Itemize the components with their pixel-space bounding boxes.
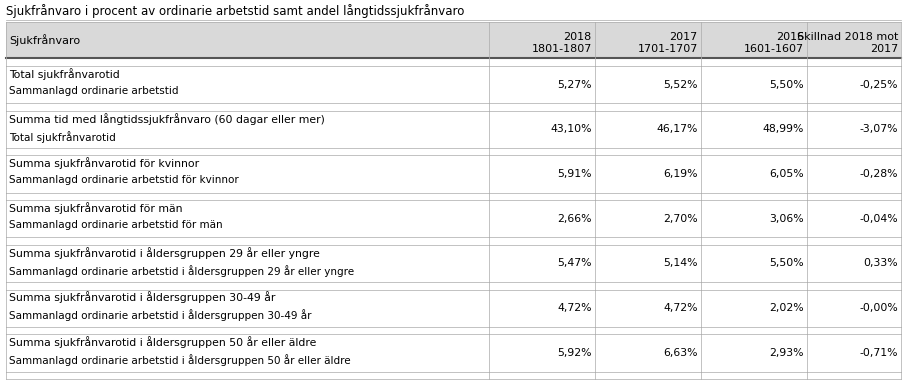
Text: 43,10%: 43,10%: [551, 124, 591, 134]
Bar: [6, 245, 901, 282]
Text: 5,47%: 5,47%: [557, 259, 591, 268]
Text: Sammanlagd ordinarie arbetstid i åldersgruppen 29 år eller yngre: Sammanlagd ordinarie arbetstid i åldersg…: [9, 265, 354, 277]
Text: 2,66%: 2,66%: [557, 214, 591, 224]
Text: -0,28%: -0,28%: [860, 169, 898, 179]
Bar: [6, 237, 901, 245]
Text: -0,04%: -0,04%: [859, 214, 898, 224]
Text: Summa sjukfrånvarotid för kvinnor: Summa sjukfrånvarotid för kvinnor: [9, 157, 200, 169]
Text: 5,52%: 5,52%: [663, 80, 697, 90]
Bar: [6, 327, 901, 334]
Text: -0,00%: -0,00%: [859, 303, 898, 313]
Text: 5,27%: 5,27%: [557, 80, 591, 90]
Bar: [6, 66, 901, 103]
Text: 5,50%: 5,50%: [769, 80, 804, 90]
Bar: [6, 22, 901, 58]
Text: 3,06%: 3,06%: [769, 214, 804, 224]
Text: 4,72%: 4,72%: [663, 303, 697, 313]
Text: Sjukfrånvaro i procent av ordinarie arbetstid samt andel långtidssjukfrånvaro: Sjukfrånvaro i procent av ordinarie arbe…: [6, 4, 464, 18]
Text: 46,17%: 46,17%: [657, 124, 697, 134]
Text: 2017: 2017: [669, 32, 697, 42]
Text: Sammanlagd ordinarie arbetstid i åldersgruppen 50 år eller äldre: Sammanlagd ordinarie arbetstid i åldersg…: [9, 354, 351, 366]
Text: 1601-1607: 1601-1607: [744, 44, 804, 54]
Text: Total sjukfrånvarotid: Total sjukfrånvarotid: [9, 131, 116, 142]
Text: Skillnad 2018 mot: Skillnad 2018 mot: [796, 32, 898, 42]
Text: 2,70%: 2,70%: [663, 214, 697, 224]
Text: Sammanlagd ordinarie arbetstid för män: Sammanlagd ordinarie arbetstid för män: [9, 220, 222, 230]
Bar: [6, 200, 901, 237]
Text: 0,33%: 0,33%: [863, 259, 898, 268]
Text: 5,14%: 5,14%: [663, 259, 697, 268]
Text: 2018: 2018: [563, 32, 591, 42]
Bar: [6, 111, 901, 148]
Text: 5,92%: 5,92%: [557, 348, 591, 358]
Bar: [6, 372, 901, 379]
Text: 1701-1707: 1701-1707: [638, 44, 697, 54]
Text: 2017: 2017: [870, 44, 898, 54]
Text: Sammanlagd ordinarie arbetstid för kvinnor: Sammanlagd ordinarie arbetstid för kvinn…: [9, 175, 239, 185]
Bar: [6, 148, 901, 155]
Text: 5,91%: 5,91%: [557, 169, 591, 179]
Text: -0,25%: -0,25%: [860, 80, 898, 90]
Text: 48,99%: 48,99%: [763, 124, 804, 134]
Text: Sammanlagd ordinarie arbetstid i åldersgruppen 30-49 år: Sammanlagd ordinarie arbetstid i åldersg…: [9, 309, 311, 321]
Text: 2,02%: 2,02%: [769, 303, 804, 313]
Bar: [6, 103, 901, 111]
Text: 6,63%: 6,63%: [663, 348, 697, 358]
Text: 6,05%: 6,05%: [769, 169, 804, 179]
Text: 4,72%: 4,72%: [557, 303, 591, 313]
Text: 6,19%: 6,19%: [663, 169, 697, 179]
Text: -0,71%: -0,71%: [860, 348, 898, 358]
Text: Summa sjukfrånvarotid i åldersgruppen 30-49 år: Summa sjukfrånvarotid i åldersgruppen 30…: [9, 291, 276, 303]
Bar: [6, 155, 901, 193]
Bar: [6, 334, 901, 372]
Text: Sjukfrånvaro: Sjukfrånvaro: [9, 34, 80, 46]
Text: Sammanlagd ordinarie arbetstid: Sammanlagd ordinarie arbetstid: [9, 86, 179, 96]
Text: 5,50%: 5,50%: [769, 259, 804, 268]
Bar: [6, 290, 901, 327]
Bar: [6, 282, 901, 290]
Text: 2,93%: 2,93%: [769, 348, 804, 358]
Bar: [6, 58, 901, 66]
Text: Total sjukfrånvarotid: Total sjukfrånvarotid: [9, 68, 120, 80]
Bar: [6, 193, 901, 200]
Text: Summa tid med långtidssjukfrånvaro (60 dagar eller mer): Summa tid med långtidssjukfrånvaro (60 d…: [9, 113, 325, 124]
Text: Summa sjukfrånvarotid för män: Summa sjukfrånvarotid för män: [9, 202, 182, 214]
Text: 1801-1807: 1801-1807: [532, 44, 591, 54]
Text: -3,07%: -3,07%: [860, 124, 898, 134]
Text: 2016: 2016: [775, 32, 804, 42]
Text: Summa sjukfrånvarotid i åldersgruppen 29 år eller yngre: Summa sjukfrånvarotid i åldersgruppen 29…: [9, 247, 320, 259]
Text: Summa sjukfrånvarotid i åldersgruppen 50 år eller äldre: Summa sjukfrånvarotid i åldersgruppen 50…: [9, 336, 317, 348]
